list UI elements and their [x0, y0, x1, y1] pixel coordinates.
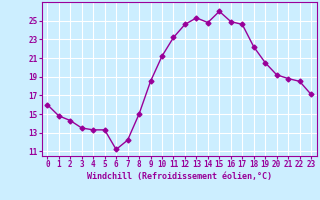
- X-axis label: Windchill (Refroidissement éolien,°C): Windchill (Refroidissement éolien,°C): [87, 172, 272, 181]
